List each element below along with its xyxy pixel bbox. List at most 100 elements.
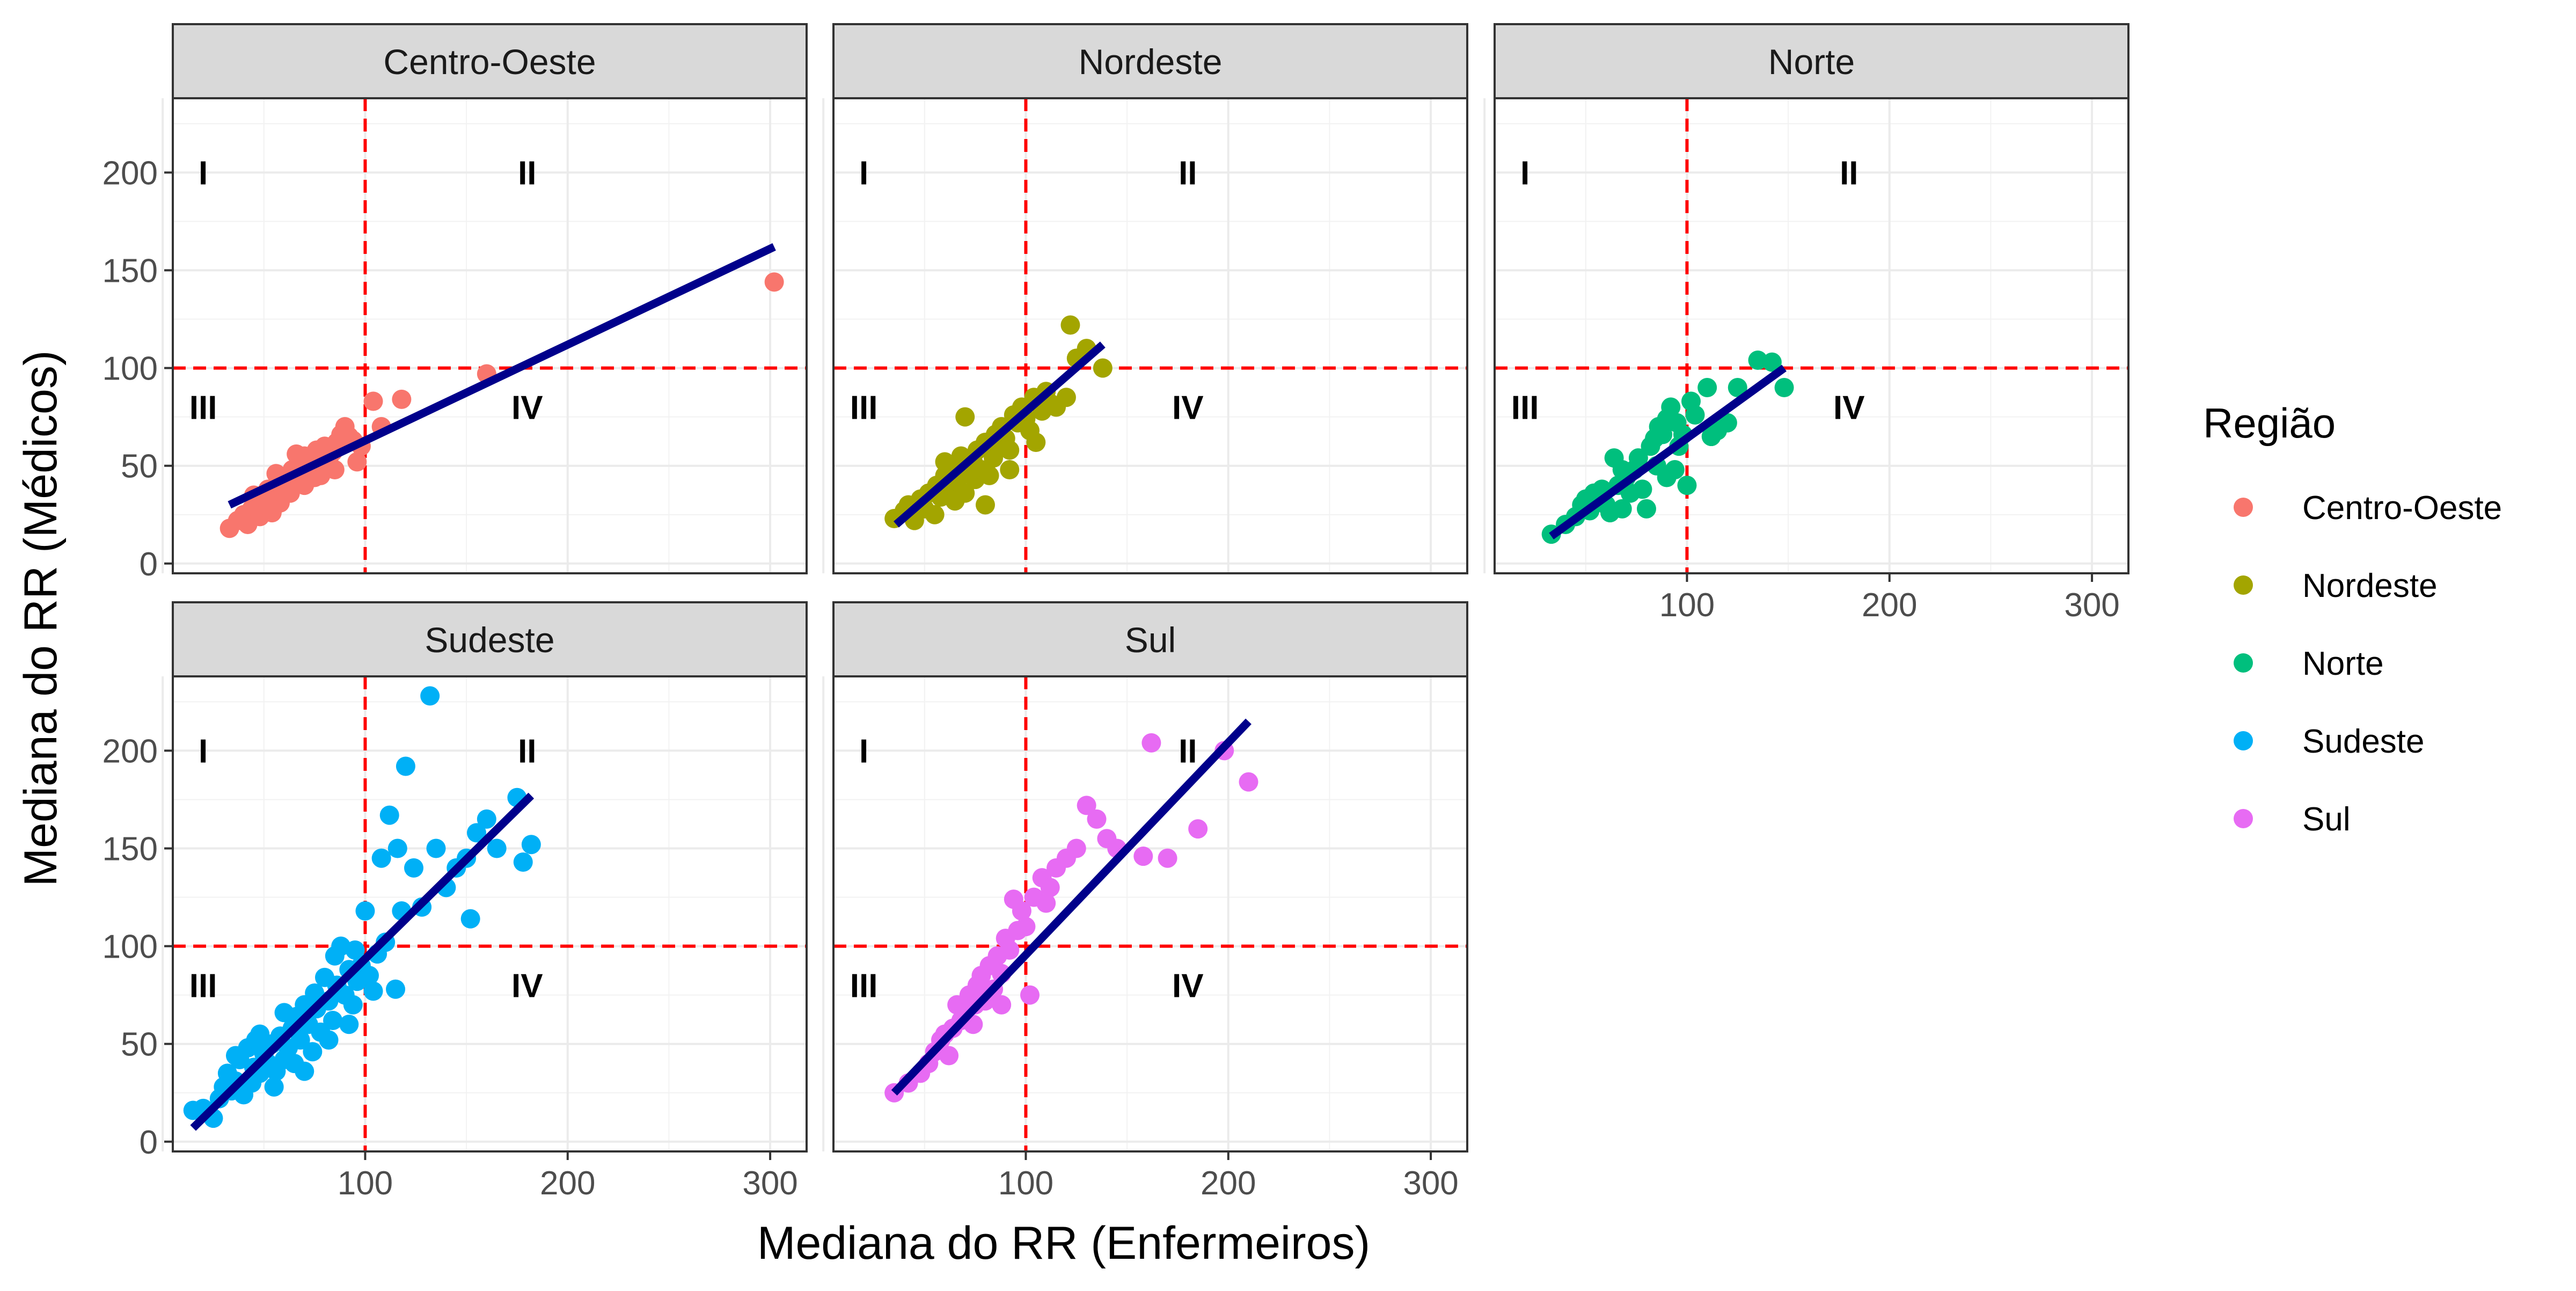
quadrant-label: III [1511,389,1539,426]
quadrant-label: II [1840,155,1858,192]
facet-strip-label: Nordeste [1079,42,1223,82]
quadrant-label: IV [1172,389,1204,426]
plot-background [833,676,1467,1151]
quadrant-label: III [189,389,217,426]
quadrant-label: I [1520,155,1529,192]
facet-strip [172,23,808,99]
data-point [939,1046,959,1066]
legend: Região Centro-Oeste Nordeste Norte Sudeste Su… [2203,399,2502,838]
data-point [925,505,945,524]
trend-line [1549,364,1787,539]
data-point [258,495,278,515]
facet-strip-label: Centro-Oeste [383,42,596,82]
data-point [1636,499,1656,519]
data-point [1077,796,1096,815]
data-point [355,901,375,921]
data-point [1748,351,1768,370]
x-tick-label: 100 [1659,587,1715,624]
data-point [1677,476,1697,495]
trend-line [190,792,535,1131]
x-tick-label: 200 [1201,1165,1256,1202]
data-point [319,1030,339,1050]
quadrant-label: III [850,967,878,1004]
y-tick-label: 0 [140,1124,158,1161]
y-tick-label: 50 [121,1026,158,1063]
data-point [1728,378,1747,398]
data-point [1087,809,1107,829]
data-point [426,838,446,858]
data-point [264,1077,284,1097]
panel-border [832,675,1468,1153]
x-tick-label: 300 [742,1165,797,1202]
data-point [1239,772,1258,792]
data-point [347,452,367,472]
data-point [1060,315,1080,335]
data-point [955,407,975,427]
data-point [1612,459,1632,479]
quadrant-label: II [1179,155,1197,192]
data-point [1056,388,1076,407]
x-tick-label: 100 [338,1165,393,1202]
quadrant-label: IV [1172,967,1204,1004]
legend-title: Região [2203,399,2336,447]
data-point [1188,819,1208,839]
trend-line [891,718,1252,1096]
data-point [1093,358,1113,378]
data-point [1141,733,1161,753]
y-tick-label: 150 [103,252,158,289]
data-point [955,483,975,503]
data-point [345,940,365,960]
data-point [1762,352,1782,372]
quadrant-label: I [199,733,208,770]
data-point [764,272,784,292]
trend-line [228,243,776,509]
data-point [1685,405,1705,425]
x-tick-label: 300 [2064,587,2119,624]
y-tick-label: 200 [103,733,158,770]
data-point [1016,917,1036,937]
x-tick-label: 300 [1403,1165,1458,1202]
y-axis-title: Mediana do RR (Médicos) [15,351,67,887]
data-point [371,848,391,868]
quadrant-label: IV [511,389,543,426]
y-tick-label: 200 [103,155,158,192]
facet-strip [172,601,808,677]
data-point [1612,499,1632,519]
y-tick-label: 50 [121,448,158,485]
trend-line [894,341,1106,528]
data-point [1066,838,1086,858]
data-point [295,476,314,495]
data-point [396,756,415,776]
data-point [323,1010,343,1030]
data-point [363,981,383,1001]
data-point [295,1061,314,1081]
data-point [1774,378,1794,398]
facet-strip-label: Norte [1768,42,1855,82]
data-point [343,995,363,1015]
panel-border [832,97,1468,574]
legend-key [2234,731,2253,750]
data-point [1133,847,1153,866]
data-point [387,838,407,858]
quadrant-label: IV [511,967,543,1004]
data-point [225,1046,245,1066]
data-point [1717,413,1737,433]
data-point [359,966,379,986]
data-point [992,995,1012,1015]
data-point [1661,397,1681,417]
data-point [386,979,406,999]
data-point [466,823,486,843]
data-point [1653,425,1673,444]
data-point [1012,901,1031,921]
data-point [1657,468,1677,487]
data-point [1000,440,1020,460]
data-point [1020,985,1040,1005]
quadrant-label: I [859,733,868,770]
data-point [404,858,424,878]
data-point [460,909,480,929]
data-point [1036,893,1056,913]
data-point [1697,378,1717,398]
